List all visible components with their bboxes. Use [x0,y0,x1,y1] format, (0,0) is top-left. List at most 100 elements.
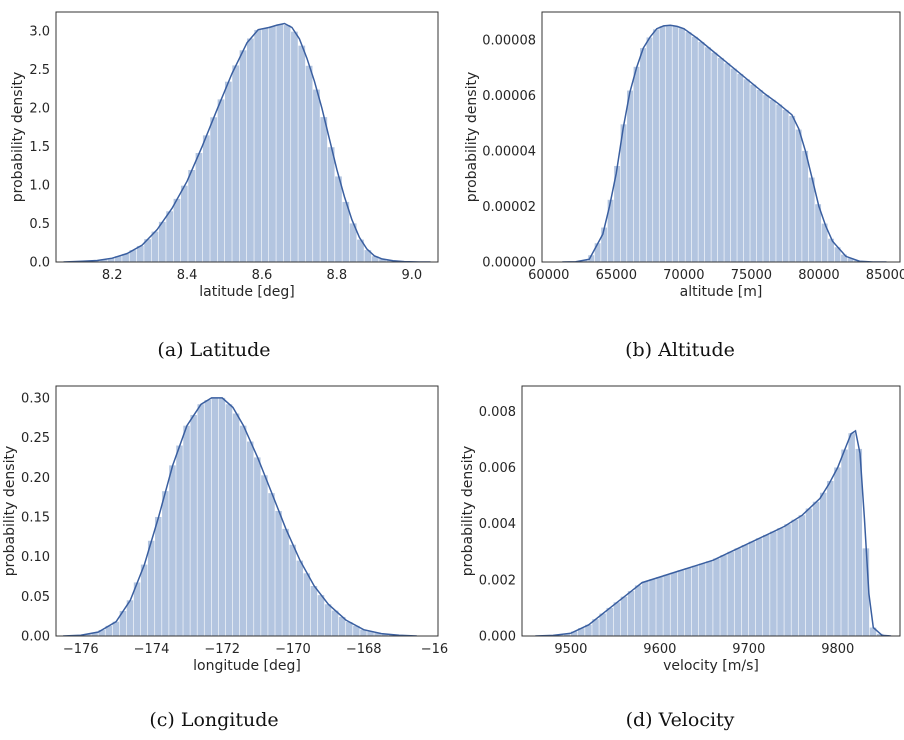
x-tick-label: 8.2 [102,268,123,283]
histogram-bar [706,561,713,636]
density-curve [63,397,417,636]
histogram-bar [119,611,127,636]
y-tick-label: 0.0 [29,256,50,271]
histogram-bar [346,622,353,636]
histogram-bar [303,573,311,636]
y-tick-label: 0.008 [479,405,516,420]
x-tick-label: 9500 [554,642,587,657]
plot-area [562,24,887,262]
histogram-bar [698,41,705,262]
y-tick-label: 0.006 [479,461,516,476]
subfigure-caption: (d) Velocity [626,709,735,731]
x-tick-label: 65000 [596,268,637,283]
histogram-bar [640,48,646,262]
histogram-bar [129,250,137,262]
histogram-bar [633,66,640,262]
histogram-bar [211,397,219,636]
histogram-bar [724,63,731,262]
histogram-bar [296,560,303,636]
plot-area [63,397,417,636]
histogram-bar [763,95,770,262]
histogram-bar [789,115,796,262]
histogram-bar [748,541,756,636]
histogram-bar [711,52,718,262]
histogram-bar [684,568,692,636]
histogram-bar [841,254,847,262]
histogram-bar [821,223,828,262]
chart-panel-2: −176 −174 −172 −170 −168 −16 0.00 0.05 0.10 0.15 0… [2,385,448,731]
histogram-bar [232,413,240,636]
histogram-bar [606,607,614,636]
x-tick-label: 9.0 [401,268,422,283]
histogram-bar [239,50,247,262]
y-tick-label: 3.0 [29,25,50,40]
x-axis-label: velocity [m/s] [663,658,759,674]
histogram-bar [283,25,291,262]
x-tick-label: 8.8 [327,268,348,283]
histogram-bar [144,239,151,262]
x-axis-label: altitude [m] [680,284,763,300]
x-tick-label: 85000 [866,268,904,283]
histogram-bar [276,24,284,262]
histogram-bar [730,68,737,262]
histogram-bar [720,555,727,636]
histogram-bar [91,632,98,636]
histogram-bar [563,633,571,636]
histogram-bar [210,117,218,262]
histogram-bar [646,37,653,262]
histogram-bar [763,534,770,636]
histogram-bar [613,602,621,636]
y-tick-label: 0.25 [21,431,50,446]
histogram-bar [379,259,386,262]
histogram-bar [261,475,268,636]
y-tick-label: 0.00002 [482,200,536,215]
x-tick-label: −16 [421,642,448,657]
histogram-bar [653,29,659,262]
axes-frame [55,11,439,263]
histogram-bar [819,492,827,636]
histogram-bar [862,548,870,636]
histogram-bar [601,227,608,262]
histogram-bar [166,211,173,262]
histogram-bar [310,586,318,636]
histogram-bar [239,425,247,636]
x-tick-label: −176 [63,642,99,657]
y-tick-label: 0.00000 [482,256,536,271]
histogram-bar [678,28,685,262]
histogram-bar [677,570,685,636]
histogram-bar [136,245,144,262]
histogram-bar [614,166,621,262]
histogram-bar [158,221,166,262]
histogram-bar [734,548,742,636]
histogram-bar [704,47,711,262]
histogram-bar [791,519,799,636]
histogram-bar [727,551,734,636]
histogram-bar [592,619,599,636]
histogram-bar [305,65,313,262]
y-tick-label: 0.00004 [482,144,536,159]
histogram-bar [225,404,233,636]
x-tick-label: 60000 [528,268,569,283]
histogram-bar [275,511,282,636]
histogram-bar [313,89,320,262]
subfigure-caption: (c) Longitude [149,709,278,731]
histogram-bar [327,147,335,262]
histogram-bar [155,516,162,636]
y-tick-label: 0.000 [479,630,516,645]
histogram-bar [713,558,720,636]
histogram-bar [620,596,628,636]
histogram-bar [371,256,379,262]
histogram-bar [578,628,585,636]
y-tick-label: 1.5 [29,140,50,155]
density-curve [63,22,431,262]
y-tick-label: 0.00 [21,630,50,645]
histogram-bar [197,404,204,636]
histogram-bar [367,631,374,636]
histogram-bar [869,627,877,636]
histogram-bar [795,129,802,262]
plot-area [63,22,431,262]
histogram-bar [100,259,107,262]
histogram-bar [798,515,806,636]
x-tick-label: 8.6 [252,268,273,283]
chart-panel-3: 9500 9600 9700 9800 0.000 0.002 0.004 0.006 0.00… [460,385,901,731]
